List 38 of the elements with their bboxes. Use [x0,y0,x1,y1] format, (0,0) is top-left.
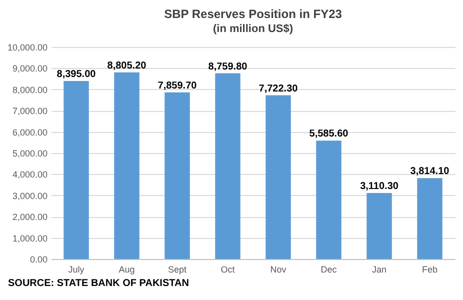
chart-title: SBP Reserves Position in FY23 [164,7,342,21]
y-tick-label: 10,000.00 [7,42,48,52]
y-tick-label: 5,000.00 [12,148,48,158]
y-tick-label: 2,000.00 [12,212,48,222]
bar [417,178,442,259]
y-tick-label: 6,000.00 [12,127,48,138]
y-tick-label: 1,000.00 [12,233,48,244]
bar [64,81,89,259]
data-label: 8,395.00 [56,69,96,80]
x-tick-label: Jan [372,264,387,274]
data-label: 8,759.80 [208,61,248,72]
y-tick-label: 4,000.00 [12,170,48,180]
bar [114,72,140,259]
data-label: 7,722.30 [258,83,298,94]
bar [215,73,240,259]
data-label: 7,859.70 [158,80,198,92]
y-tick-label: 8,000.00 [12,84,48,95]
bar [316,140,342,259]
x-tick-label: Sept [168,264,188,274]
data-label: 8,805.20 [107,60,147,72]
y-tick-label: 0.00 [30,254,48,264]
x-tick-label: Aug [118,264,135,274]
y-tick-label: 7,000.00 [12,106,48,116]
source-note: SOURCE: STATE BANK OF PAKISTAN [8,278,189,289]
data-label: 3,110.30 [360,181,399,192]
data-label: 3,814.10 [410,166,450,178]
bar [164,92,190,259]
x-tick-label: Feb [422,264,438,274]
x-tick-label: Nov [270,264,287,274]
x-tick-label: Dec [320,264,338,274]
y-tick-label: 3,000.00 [12,190,48,201]
bar [266,95,291,259]
x-tick-label: Oct [220,264,236,274]
y-tick-label: 9,000.00 [12,64,48,74]
bar [366,193,392,259]
x-tick-label: July [68,264,85,274]
chart-subtitle: (in million US$) [212,23,294,35]
data-label: 5,585.60 [309,128,349,140]
